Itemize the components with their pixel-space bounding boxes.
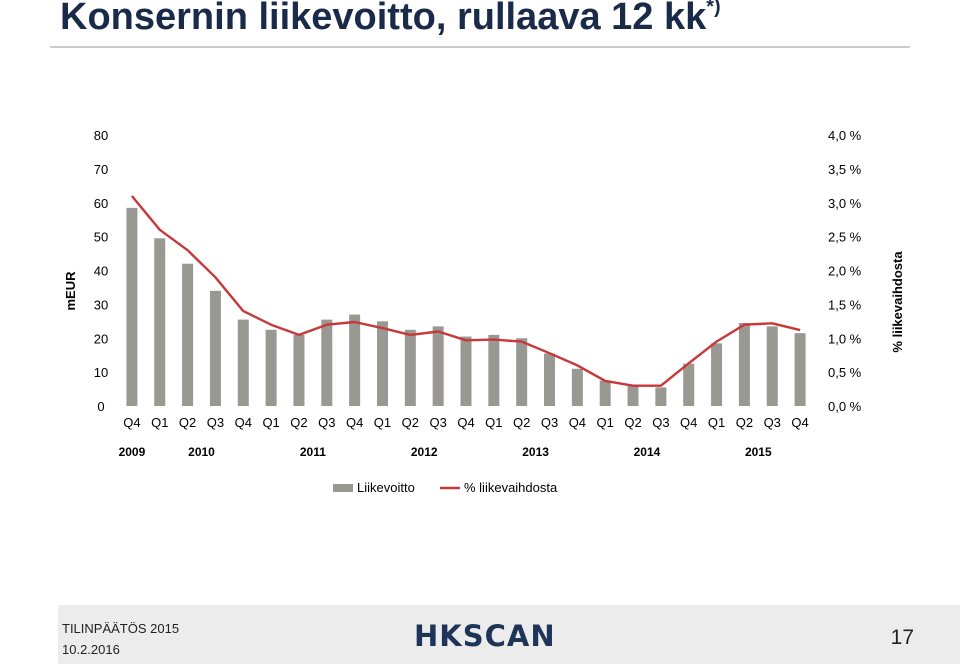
category-label: Q1: [485, 415, 502, 430]
category-label: Q1: [708, 415, 725, 430]
chart-legend: Liikevoitto % liikevaihdosta: [333, 480, 558, 495]
category-label: Q2: [736, 415, 753, 430]
left-tick-label: 80: [94, 128, 108, 143]
bar-8: [349, 314, 361, 406]
bar-23: [766, 326, 778, 406]
right-tick-label: 1,5 %: [828, 297, 862, 312]
year-label: 2011: [300, 445, 326, 459]
category-label: Q1: [374, 415, 391, 430]
bar-12: [460, 336, 472, 406]
right-axis-ticks: 0,0 % 0,5 % 1,0 % 1,5 % 2,0 % 2,5 % 3,0 % 3,5 %…: [828, 128, 862, 414]
bar-15: [544, 353, 556, 406]
bar-7: [321, 319, 333, 406]
profit-chart: 0 10 20 30 40 50 60 70 80 0,0 % 0,5 % 1,0 % 1,5 % 2,…: [63, 128, 905, 495]
bar-18: [627, 385, 639, 406]
left-tick-label: 70: [94, 162, 108, 177]
bar-6: [293, 334, 305, 406]
bar-11: [432, 326, 444, 406]
bar-5: [265, 329, 277, 406]
legend-line-label: % liikevaihdosta: [464, 480, 558, 495]
left-tick-label: 10: [94, 365, 108, 380]
bar-9: [376, 321, 388, 406]
right-tick-label: 1,0 %: [828, 331, 862, 346]
right-tick-label: 3,5 %: [828, 162, 862, 177]
category-label: Q2: [624, 415, 641, 430]
category-label: Q1: [151, 415, 168, 430]
category-labels: Q4 Q1 Q2 Q3 Q4 Q1 Q2 Q3 Q4 Q1 Q2 Q3 Q4 Q1 Q2 Q3 Q4 Q1 Q2 Q3…: [123, 415, 809, 430]
left-tick-label: 0: [97, 399, 104, 414]
company-logo: HKSCAN: [414, 619, 556, 653]
footer-report-title: TILINPÄÄTÖS 2015: [62, 621, 180, 636]
year-label: 2010: [188, 445, 215, 459]
bar-4: [237, 319, 249, 406]
year-label: 2013: [522, 445, 549, 459]
percent-line: [130, 195, 801, 387]
title-divider: [50, 46, 910, 48]
page-number: 17: [890, 626, 914, 649]
category-label: Q2: [179, 415, 196, 430]
bar-3: [209, 290, 221, 406]
category-label: Q4: [457, 415, 474, 430]
category-label: Q4: [235, 415, 252, 430]
category-label: Q3: [764, 415, 781, 430]
left-tick-label: 30: [94, 297, 108, 312]
category-label: Q3: [207, 415, 224, 430]
category-label: Q4: [569, 415, 586, 430]
right-tick-label: 2,5 %: [828, 230, 862, 245]
year-label: 2015: [745, 445, 772, 459]
bar-2: [182, 263, 194, 406]
category-label: Q2: [290, 415, 307, 430]
bar-10: [404, 329, 416, 406]
legend-bar-label: Liikevoitto: [357, 480, 415, 495]
slide-footer: TILINPÄÄTÖS 2015 10.2.2016 HKSCAN 17: [58, 605, 960, 664]
page-title: Konsernin liikevoitto, rullaava 12 kk*): [60, 0, 721, 39]
bar-17: [599, 380, 611, 406]
left-tick-label: 40: [94, 264, 108, 279]
left-axis-title: mEUR: [63, 271, 78, 311]
category-label: Q1: [262, 415, 279, 430]
bar-1: [154, 238, 166, 406]
left-tick-label: 50: [94, 230, 108, 245]
category-label: Q3: [541, 415, 558, 430]
bars-layer: [126, 207, 806, 406]
bar-24: [794, 333, 806, 406]
category-label: Q4: [123, 415, 140, 430]
right-tick-label: 2,0 %: [828, 264, 862, 279]
category-label: Q2: [402, 415, 419, 430]
left-axis-ticks: 0 10 20 30 40 50 60 70 80: [94, 128, 108, 414]
category-label: Q4: [680, 415, 697, 430]
right-tick-label: 0,5 %: [828, 365, 862, 380]
bar-19: [655, 387, 667, 406]
footer-date: 10.2.2016: [62, 642, 120, 657]
legend-bar-swatch: [333, 484, 353, 492]
right-tick-label: 3,0 %: [828, 196, 862, 211]
bar-16: [571, 368, 583, 406]
page-title-text: Konsernin liikevoitto, rullaava 12 kk: [60, 0, 707, 38]
category-label: Q1: [597, 415, 614, 430]
category-label: Q3: [318, 415, 335, 430]
category-label: Q3: [429, 415, 446, 430]
bar-0: [126, 207, 138, 406]
right-tick-label: 4,0 %: [828, 128, 862, 143]
title-footnote-marker: *): [706, 0, 721, 19]
year-labels: 2009 2010 2011 2012 2013 2014 2015: [119, 445, 772, 459]
year-label: 2009: [119, 445, 146, 459]
right-axis-title: % liikevaihdosta: [890, 251, 905, 353]
bar-22: [738, 323, 750, 406]
category-label: Q3: [652, 415, 669, 430]
left-tick-label: 60: [94, 196, 108, 211]
bar-13: [488, 334, 500, 406]
category-label: Q4: [791, 415, 808, 430]
category-label: Q4: [346, 415, 363, 430]
category-label: Q2: [513, 415, 530, 430]
left-tick-label: 20: [94, 331, 108, 346]
bar-20: [683, 363, 695, 406]
bar-21: [711, 343, 723, 406]
year-label: 2014: [634, 445, 661, 459]
bar-14: [516, 338, 528, 406]
right-tick-label: 0,0 %: [828, 399, 862, 414]
year-label: 2012: [411, 445, 438, 459]
